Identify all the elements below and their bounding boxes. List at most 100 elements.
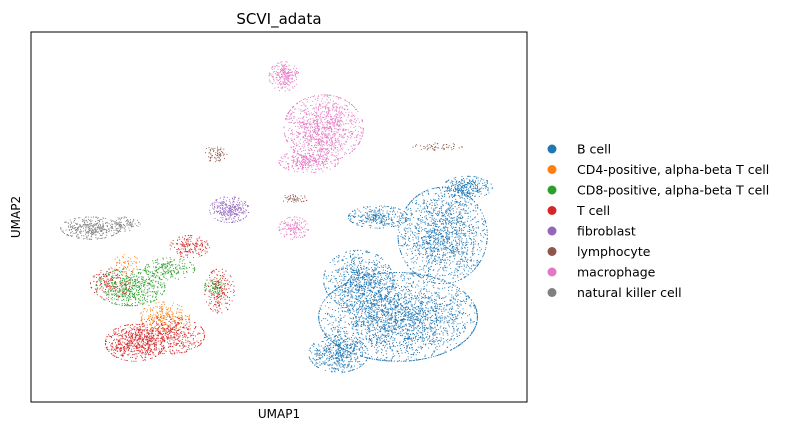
data-point: [424, 222, 426, 224]
data-point: [374, 287, 376, 289]
data-point: [337, 307, 340, 309]
data-point: [404, 293, 406, 295]
data-point: [404, 360, 406, 362]
data-point: [417, 330, 420, 332]
data-point: [403, 277, 405, 280]
data-point: [469, 216, 472, 218]
data-point: [421, 358, 424, 360]
data-point: [387, 309, 390, 311]
data-point: [345, 267, 347, 270]
data-point: [434, 223, 436, 225]
data-point: [381, 265, 383, 267]
data-point: [419, 193, 421, 195]
data-point: [461, 221, 463, 223]
data-point: [464, 292, 466, 294]
data-point: [450, 201, 452, 203]
data-point: [458, 232, 460, 234]
data-point: [350, 271, 352, 273]
data-point: [390, 301, 392, 303]
data-point: [474, 326, 476, 329]
data-point: [356, 342, 358, 345]
data-point: [413, 317, 415, 319]
data-point: [477, 227, 479, 229]
data-point: [413, 329, 415, 331]
data-point: [337, 362, 339, 364]
data-point: [424, 294, 426, 297]
data-point: [464, 323, 466, 325]
data-point: [419, 336, 422, 338]
data-point: [411, 253, 413, 255]
data-point: [407, 204, 410, 206]
data-point: [381, 297, 383, 299]
data-point: [343, 360, 345, 362]
data-point: [377, 311, 379, 313]
data-point: [349, 300, 351, 302]
data-point: [367, 281, 369, 283]
data-point: [459, 254, 461, 256]
data-point: [430, 323, 432, 325]
data-point: [318, 356, 320, 359]
data-point: [390, 359, 392, 361]
data-point: [390, 319, 392, 321]
data-point: [417, 219, 419, 221]
data-point: [438, 243, 440, 245]
data-point: [426, 318, 429, 320]
data-point: [356, 341, 359, 344]
data-point: [454, 272, 456, 274]
data-point: [339, 273, 342, 275]
data-point: [390, 314, 392, 316]
data-point: [373, 298, 375, 300]
data-point: [456, 268, 458, 270]
data-point: [448, 233, 450, 235]
data-point: [465, 252, 467, 254]
data-point: [324, 299, 326, 301]
data-point: [411, 353, 413, 356]
data-point: [461, 272, 463, 274]
data-point: [358, 348, 360, 350]
data-point: [394, 322, 397, 324]
data-point: [424, 330, 426, 332]
data-point: [417, 249, 419, 251]
data-point: [383, 323, 385, 325]
data-point: [457, 233, 459, 235]
data-point: [403, 279, 405, 281]
data-point: [392, 274, 394, 276]
data-point: [457, 330, 459, 332]
data-point: [334, 327, 336, 329]
data-point: [389, 347, 391, 349]
data-point: [363, 274, 365, 276]
data-point: [351, 300, 353, 303]
data-point: [454, 270, 456, 272]
data-point: [452, 284, 455, 286]
data-point: [358, 271, 360, 273]
data-point: [355, 320, 357, 322]
data-point: [392, 353, 394, 355]
data-point: [425, 289, 428, 291]
data-point: [450, 338, 453, 340]
data-point: [378, 337, 380, 339]
data-point: [424, 354, 426, 356]
data-point: [415, 242, 417, 245]
data-point: [476, 319, 478, 321]
data-point: [455, 342, 457, 344]
data-point: [396, 329, 398, 331]
data-point: [463, 227, 465, 229]
data-point: [436, 306, 438, 308]
data-point: [345, 291, 347, 293]
data-point: [394, 288, 396, 290]
data-point: [433, 310, 436, 313]
data-point: [358, 319, 360, 321]
data-point: [317, 359, 319, 361]
data-point: [452, 320, 454, 322]
data-point: [318, 317, 320, 319]
data-point: [342, 290, 344, 293]
data-point: [464, 251, 466, 253]
data-point: [442, 334, 444, 336]
data-point: [436, 345, 438, 347]
data-point: [385, 288, 387, 290]
data-point: [342, 279, 344, 281]
data-point: [429, 237, 432, 239]
data-point: [355, 317, 357, 319]
data-point: [343, 326, 345, 328]
data-point: [351, 303, 353, 305]
